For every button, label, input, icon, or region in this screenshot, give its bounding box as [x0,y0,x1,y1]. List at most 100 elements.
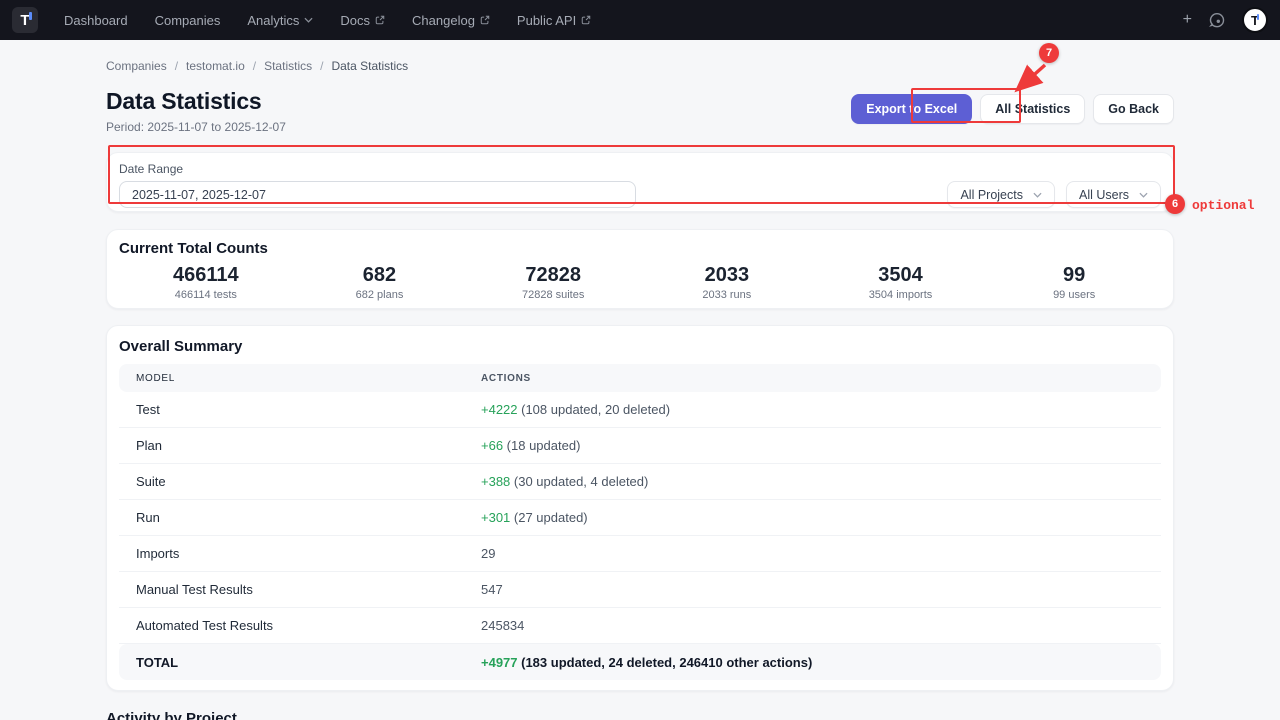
totals-title: Current Total Counts [119,240,268,257]
model-cell: Run [136,510,160,525]
brand-logo[interactable]: T [12,7,38,33]
stat-label: 72828 suites [521,289,585,301]
table-row-test: Test +4222 (108 updated, 20 deleted) [119,392,1161,428]
stat-suites: 72828 72828 suites [466,264,640,301]
stat-value: 466114 [173,264,239,286]
all-statistics-button[interactable]: All Statistics [980,94,1086,124]
model-cell: Automated Test Results [136,618,274,633]
nav-item-analytics[interactable]: Analytics [247,13,313,28]
date-range-label: Date Range [119,162,184,176]
nav-item-docs[interactable]: Docs [340,13,385,28]
export-to-excel-button[interactable]: Export to Excel [851,94,973,124]
actions-cell: +4977 (183 updated, 24 deleted, 246410 o… [481,655,1161,670]
stat-label: 466114 tests [174,289,237,301]
action-detail: (183 updated, 24 deleted, 246410 other a… [517,654,813,670]
go-back-button[interactable]: Go Back [1093,94,1174,124]
breadcrumb-companies[interactable]: Companies [106,59,167,73]
avatar-letter: T [1251,12,1259,28]
nav-item-companies[interactable]: Companies [155,13,221,28]
breadcrumb-separator: / [174,59,179,73]
users-select[interactable]: All Users [1065,181,1161,208]
projects-select[interactable]: All Projects [947,181,1055,208]
external-link-icon [480,15,490,25]
activity-by-project-title: Activity by Project [106,710,237,720]
actions-cell: +388 (30 updated, 4 deleted) [481,474,1161,489]
model-cell: Imports [136,546,180,561]
table-row-total: TOTAL +4977 (183 updated, 24 deleted, 24… [119,644,1161,680]
stat-label: 99 users [1053,289,1096,301]
action-detail: (27 updated) [510,510,588,525]
summary-table: MODEL ACTIONS Test +4222 (108 updated, 2… [119,364,1161,680]
summary-title: Overall Summary [119,338,243,355]
action-detail: (30 updated, 4 deleted) [510,474,649,489]
stat-label: 2033 runs [702,289,752,301]
stat-value: 682 [362,264,397,286]
summary-card: Overall Summary MODEL ACTIONS Test +4222… [106,325,1174,691]
added-count: +388 [481,474,511,489]
nav-items: Dashboard Companies Analytics Docs Chang… [64,13,591,28]
nav-label: Changelog [412,12,475,28]
external-link-icon [375,15,385,25]
actions-cell: +4222 (108 updated, 20 deleted) [481,402,1161,417]
model-cell: Plan [136,438,163,453]
avatar-accent [1257,14,1259,20]
action-detail: (18 updated) [503,438,581,453]
nav-right: + T [1183,7,1268,33]
stat-value: 72828 [525,264,581,286]
nav-label: Dashboard [64,12,128,28]
model-cell: Test [136,402,160,417]
stat-label: 3504 imports [868,289,933,301]
add-icon[interactable]: + [1182,11,1192,28]
main-content: Companies / testomat.io / Statistics / D… [0,59,1280,720]
added-count: +66 [481,438,504,453]
chevron-down-icon [304,17,313,23]
period-text: Period: 2025-11-07 to 2025-12-07 [106,120,286,134]
action-detail: 29 [481,546,496,561]
action-detail: 547 [481,582,503,597]
filter-selects: All Projects All Users [947,181,1161,208]
table-row-automated-results: Automated Test Results 245834 [119,608,1161,644]
model-cell: Suite [136,474,166,489]
page-title: Data Statistics [106,88,262,114]
table-row-run: Run +301 (27 updated) [119,500,1161,536]
stat-value: 3504 [878,264,923,286]
table-header: MODEL ACTIONS [119,364,1161,392]
totals-card: Current Total Counts 466114 466114 tests… [106,229,1174,309]
brand-letter: T [20,11,30,29]
table-row-plan: Plan +66 (18 updated) [119,428,1161,464]
stat-users: 99 99 users [987,264,1161,301]
breadcrumb-separator: / [252,59,257,73]
user-avatar[interactable]: T [1242,7,1268,33]
nav-label: Public API [516,12,577,28]
breadcrumb-statistics[interactable]: Statistics [264,59,313,73]
column-model: MODEL [136,372,176,384]
filter-card: Date Range All Projects All Users [106,152,1174,212]
stat-plans: 682 682 plans [293,264,467,301]
actions-cell: 29 [481,546,1161,561]
breadcrumb-current: Data Statistics [331,59,409,73]
action-detail: (108 updated, 20 deleted) [517,402,671,417]
nav-item-dashboard[interactable]: Dashboard [64,13,128,28]
nav-label: Docs [340,12,371,28]
date-range-input[interactable] [119,181,636,208]
projects-select-value: All Projects [960,187,1023,202]
chevron-down-icon [1139,192,1148,198]
nav-label: Companies [154,12,221,28]
stat-imports: 3504 3504 imports [814,264,988,301]
added-count: +4222 [481,402,518,417]
table-row-manual-results: Manual Test Results 547 [119,572,1161,608]
chevron-down-icon [1033,192,1042,198]
breadcrumb: Companies / testomat.io / Statistics / D… [106,59,1174,73]
page-header: Data Statistics Period: 2025-11-07 to 20… [106,88,1174,134]
column-actions: ACTIONS [481,372,531,384]
stat-tests: 466114 466114 tests [119,264,293,301]
nav-item-changelog[interactable]: Changelog [412,13,490,28]
breadcrumb-company[interactable]: testomat.io [186,59,245,73]
model-cell: TOTAL [136,654,179,670]
table-row-imports: Imports 29 [119,536,1161,572]
stats-grid: 466114 466114 tests 682 682 plans 72828 … [119,264,1161,301]
stat-label: 682 plans [355,289,404,301]
nav-item-public-api[interactable]: Public API [517,13,591,28]
stat-value: 2033 [704,264,750,286]
support-icon[interactable] [1209,12,1225,28]
